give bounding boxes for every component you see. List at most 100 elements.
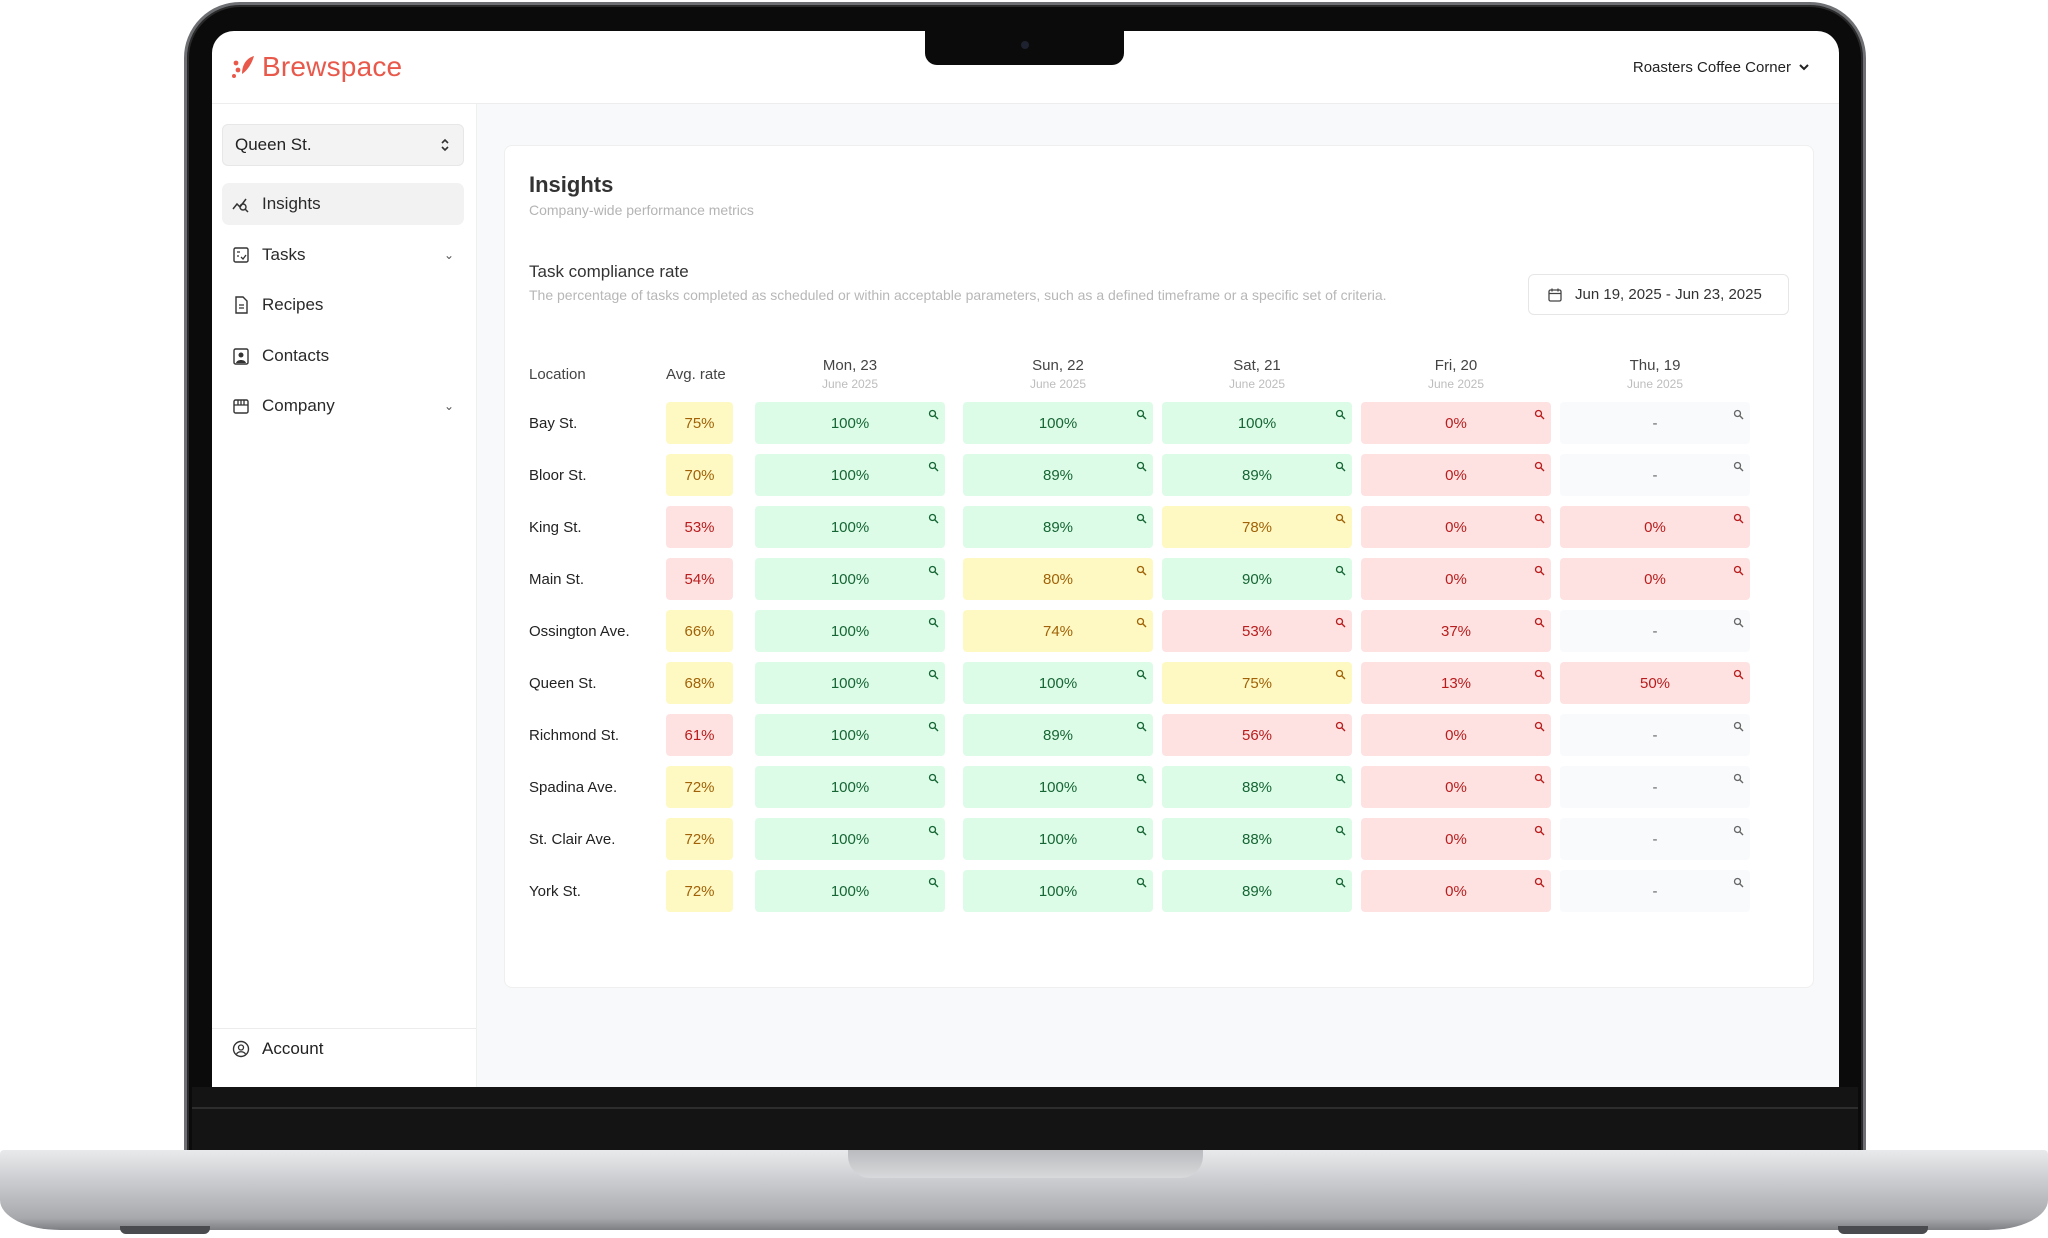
sidebar-item-company[interactable]: Company ⌄: [222, 385, 464, 427]
compliance-cell[interactable]: 0%: [1361, 766, 1551, 808]
compliance-cell[interactable]: 80%: [963, 558, 1153, 600]
compliance-cell[interactable]: 0%: [1560, 506, 1750, 548]
compliance-cell[interactable]: 0%: [1361, 454, 1551, 496]
magnifier-icon[interactable]: [1534, 511, 1545, 524]
compliance-cell[interactable]: 78%: [1162, 506, 1352, 548]
compliance-cell[interactable]: 100%: [755, 402, 945, 444]
magnifier-icon[interactable]: [1733, 667, 1744, 680]
compliance-cell[interactable]: 50%: [1560, 662, 1750, 704]
magnifier-icon[interactable]: [1733, 875, 1744, 888]
magnifier-icon[interactable]: [1335, 459, 1346, 472]
organization-switcher[interactable]: Roasters Coffee Corner: [1633, 59, 1811, 76]
magnifier-icon[interactable]: [1335, 667, 1346, 680]
magnifier-icon[interactable]: [928, 407, 939, 420]
location-selector[interactable]: Queen St.: [222, 124, 464, 166]
compliance-cell[interactable]: 100%: [755, 610, 945, 652]
compliance-cell[interactable]: 74%: [963, 610, 1153, 652]
magnifier-icon[interactable]: [1136, 719, 1147, 732]
compliance-cell[interactable]: 100%: [755, 870, 945, 912]
magnifier-icon[interactable]: [1335, 823, 1346, 836]
magnifier-icon[interactable]: [1733, 823, 1744, 836]
compliance-cell[interactable]: 0%: [1361, 714, 1551, 756]
compliance-cell[interactable]: 0%: [1361, 558, 1551, 600]
magnifier-icon[interactable]: [1136, 823, 1147, 836]
magnifier-icon[interactable]: [1534, 719, 1545, 732]
compliance-cell[interactable]: 89%: [963, 714, 1153, 756]
compliance-cell[interactable]: 37%: [1361, 610, 1551, 652]
magnifier-icon[interactable]: [1335, 563, 1346, 576]
magnifier-icon[interactable]: [1136, 615, 1147, 628]
magnifier-icon[interactable]: [1136, 875, 1147, 888]
magnifier-icon[interactable]: [1335, 511, 1346, 524]
magnifier-icon[interactable]: [1335, 407, 1346, 420]
compliance-cell[interactable]: -: [1560, 870, 1750, 912]
magnifier-icon[interactable]: [928, 667, 939, 680]
magnifier-icon[interactable]: [1136, 563, 1147, 576]
compliance-cell[interactable]: 89%: [963, 454, 1153, 496]
magnifier-icon[interactable]: [1534, 771, 1545, 784]
magnifier-icon[interactable]: [1733, 407, 1744, 420]
magnifier-icon[interactable]: [1534, 615, 1545, 628]
compliance-cell[interactable]: 89%: [1162, 870, 1352, 912]
magnifier-icon[interactable]: [1534, 875, 1545, 888]
compliance-cell[interactable]: 88%: [1162, 766, 1352, 808]
compliance-cell[interactable]: 100%: [755, 506, 945, 548]
compliance-cell[interactable]: 100%: [755, 766, 945, 808]
magnifier-icon[interactable]: [928, 511, 939, 524]
compliance-cell[interactable]: 13%: [1361, 662, 1551, 704]
compliance-cell[interactable]: 100%: [755, 558, 945, 600]
magnifier-icon[interactable]: [1136, 667, 1147, 680]
compliance-cell[interactable]: 100%: [755, 818, 945, 860]
compliance-cell[interactable]: -: [1560, 714, 1750, 756]
compliance-cell[interactable]: 88%: [1162, 818, 1352, 860]
compliance-cell[interactable]: -: [1560, 766, 1750, 808]
magnifier-icon[interactable]: [1136, 459, 1147, 472]
magnifier-icon[interactable]: [1335, 719, 1346, 732]
magnifier-icon[interactable]: [1335, 615, 1346, 628]
magnifier-icon[interactable]: [928, 563, 939, 576]
compliance-cell[interactable]: 0%: [1361, 402, 1551, 444]
magnifier-icon[interactable]: [1733, 719, 1744, 732]
compliance-cell[interactable]: 0%: [1560, 558, 1750, 600]
compliance-cell[interactable]: -: [1560, 818, 1750, 860]
magnifier-icon[interactable]: [928, 823, 939, 836]
compliance-cell[interactable]: 100%: [963, 870, 1153, 912]
magnifier-icon[interactable]: [1335, 771, 1346, 784]
magnifier-icon[interactable]: [1733, 771, 1744, 784]
brand-logo[interactable]: Brewspace: [230, 51, 402, 83]
account-button[interactable]: Account: [232, 1039, 323, 1059]
magnifier-icon[interactable]: [928, 875, 939, 888]
magnifier-icon[interactable]: [928, 459, 939, 472]
compliance-cell[interactable]: 100%: [755, 662, 945, 704]
magnifier-icon[interactable]: [1534, 563, 1545, 576]
compliance-cell[interactable]: 100%: [963, 402, 1153, 444]
compliance-cell[interactable]: 100%: [1162, 402, 1352, 444]
compliance-cell[interactable]: -: [1560, 610, 1750, 652]
sidebar-item-tasks[interactable]: Tasks ⌄: [222, 234, 464, 276]
magnifier-icon[interactable]: [1136, 407, 1147, 420]
magnifier-icon[interactable]: [928, 719, 939, 732]
magnifier-icon[interactable]: [1534, 407, 1545, 420]
compliance-cell[interactable]: 100%: [963, 662, 1153, 704]
compliance-cell[interactable]: -: [1560, 402, 1750, 444]
sidebar-item-insights[interactable]: Insights: [222, 183, 464, 225]
compliance-cell[interactable]: 89%: [963, 506, 1153, 548]
compliance-cell[interactable]: 0%: [1361, 818, 1551, 860]
compliance-cell[interactable]: 53%: [1162, 610, 1352, 652]
compliance-cell[interactable]: 0%: [1361, 506, 1551, 548]
compliance-cell[interactable]: 100%: [755, 454, 945, 496]
magnifier-icon[interactable]: [928, 771, 939, 784]
magnifier-icon[interactable]: [1335, 875, 1346, 888]
compliance-cell[interactable]: 90%: [1162, 558, 1352, 600]
sidebar-item-recipes[interactable]: Recipes: [222, 284, 464, 326]
magnifier-icon[interactable]: [1534, 823, 1545, 836]
compliance-cell[interactable]: 0%: [1361, 870, 1551, 912]
magnifier-icon[interactable]: [1733, 615, 1744, 628]
compliance-cell[interactable]: 100%: [755, 714, 945, 756]
magnifier-icon[interactable]: [1136, 511, 1147, 524]
compliance-cell[interactable]: 100%: [963, 818, 1153, 860]
compliance-cell[interactable]: 89%: [1162, 454, 1352, 496]
sidebar-item-contacts[interactable]: Contacts: [222, 335, 464, 377]
magnifier-icon[interactable]: [928, 615, 939, 628]
magnifier-icon[interactable]: [1733, 459, 1744, 472]
